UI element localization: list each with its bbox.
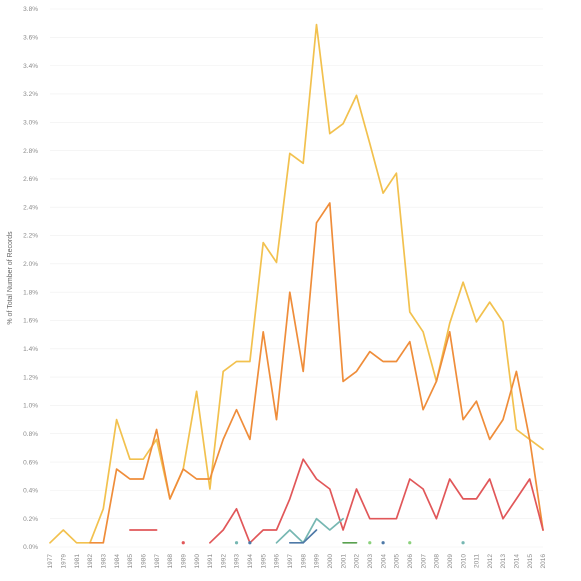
x-tick-label: 2000 xyxy=(327,554,334,569)
series-point xyxy=(248,541,252,545)
y-tick-label: 0.2% xyxy=(23,516,38,523)
y-tick-label: 3.2% xyxy=(23,91,38,98)
x-tick-label: 1991 xyxy=(207,554,214,569)
series-line xyxy=(89,202,544,544)
y-tick-label: 3.6% xyxy=(23,35,38,42)
y-tick-label: 0.0% xyxy=(23,544,38,551)
gridlines xyxy=(50,8,543,548)
y-tick-label: 0.6% xyxy=(23,459,38,466)
x-tick-label: 2004 xyxy=(380,554,387,569)
y-tick-label: 1.0% xyxy=(23,403,38,410)
x-tick-label: 2015 xyxy=(527,554,534,569)
x-tick-label: 1988 xyxy=(167,554,174,569)
x-tick-label: 2009 xyxy=(447,554,454,569)
series-7 xyxy=(368,541,412,545)
x-tick-label: 1996 xyxy=(274,554,281,569)
x-tick-label: 1984 xyxy=(114,554,121,569)
x-tick-label: 1998 xyxy=(300,554,307,569)
y-tick-label: 3.4% xyxy=(23,63,38,70)
series-point xyxy=(381,541,385,545)
series-line xyxy=(49,23,544,544)
series-4 xyxy=(234,517,465,545)
x-tick-label: 2002 xyxy=(354,554,361,569)
y-tick-label: 2.4% xyxy=(23,204,38,211)
x-tick-label: 1979 xyxy=(61,554,68,569)
x-tick-label: 1993 xyxy=(234,554,241,569)
series-5 xyxy=(248,529,385,545)
y-tick-label: 0.8% xyxy=(23,431,38,438)
y-tick-label: 1.2% xyxy=(23,374,38,381)
x-tick-label: 1992 xyxy=(220,554,227,569)
x-tick-label: 2013 xyxy=(500,554,507,569)
x-tick-label: 2003 xyxy=(367,554,374,569)
x-tick-label: 2007 xyxy=(420,554,427,569)
x-tick-label: 2008 xyxy=(434,554,441,569)
x-tick-label: 2014 xyxy=(514,554,521,569)
series-point xyxy=(234,541,239,545)
x-axis: 1977 1979 1981 1982 1983 1984 1985 1986 1987 1988… xyxy=(47,554,547,569)
y-tick-label: 2.2% xyxy=(23,233,38,240)
x-tick-label: 2011 xyxy=(474,554,481,568)
x-tick-label: 1990 xyxy=(194,554,201,569)
x-tick-label: 1995 xyxy=(260,554,267,569)
y-tick-label: 1.4% xyxy=(23,346,38,353)
y-tick-label: 2.8% xyxy=(23,148,38,155)
series-line xyxy=(275,517,344,544)
series-3 xyxy=(129,458,544,545)
x-tick-label: 2005 xyxy=(394,554,401,569)
x-tick-label: 1977 xyxy=(47,554,54,569)
series-point xyxy=(368,541,372,545)
x-tick-label: 1999 xyxy=(314,554,321,569)
x-tick-label: 2006 xyxy=(407,554,414,569)
x-tick-label: 2001 xyxy=(340,554,347,569)
x-tick-label: 1994 xyxy=(247,554,254,569)
y-tick-label: 2.6% xyxy=(23,176,38,183)
y-tick-label: 3.0% xyxy=(23,119,38,126)
y-tick-label: 2.0% xyxy=(23,261,38,268)
series-2 xyxy=(89,202,544,544)
x-tick-label: 1983 xyxy=(100,554,107,569)
x-tick-label: 1989 xyxy=(180,554,187,569)
x-tick-label: 1987 xyxy=(154,554,161,569)
y-tick-label: 1.8% xyxy=(23,289,38,296)
series-point xyxy=(461,541,465,545)
x-tick-label: 2010 xyxy=(460,554,467,569)
y-tick-label: 0.4% xyxy=(23,488,38,495)
x-tick-label: 1986 xyxy=(140,554,147,569)
y-tick-label: 3.8% xyxy=(23,6,38,13)
series-point xyxy=(181,541,185,545)
series-group xyxy=(49,23,544,545)
x-tick-label: 2016 xyxy=(540,554,547,569)
series-line xyxy=(288,529,318,544)
x-tick-label: 1985 xyxy=(127,554,134,569)
x-tick-label: 1982 xyxy=(87,554,94,569)
series-1 xyxy=(49,23,544,544)
series-point xyxy=(408,541,412,545)
series-line xyxy=(209,458,544,544)
x-tick-label: 2012 xyxy=(487,554,494,569)
y-tick-label: 1.6% xyxy=(23,318,38,325)
y-axis: 0.0% 0.2% 0.4% 0.6% 0.8% 1.0% 1.2% 1.4% 1.6% 1.8%… xyxy=(23,6,38,551)
x-tick-label: 1981 xyxy=(74,554,81,569)
x-tick-label: 1997 xyxy=(287,554,294,569)
y-axis-title: % of Total Number of Records xyxy=(7,231,14,325)
